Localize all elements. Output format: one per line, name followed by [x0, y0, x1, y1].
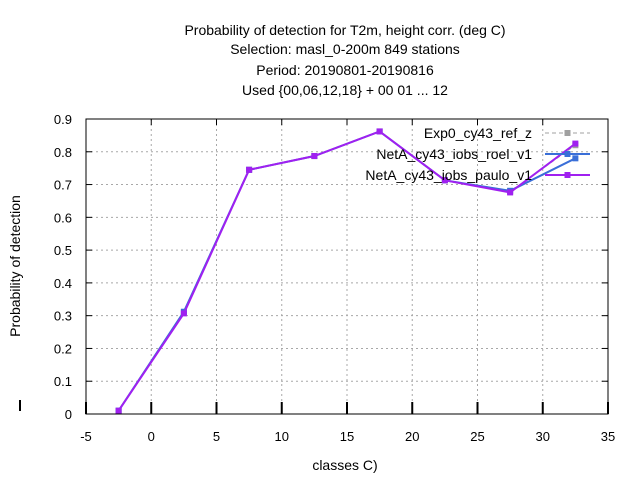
data-point [376, 128, 383, 135]
data-point [180, 310, 187, 317]
data-point [572, 155, 579, 162]
legend-label: Exp0_cy43_ref_z [424, 125, 532, 141]
chart-title: Probability of detection for T2m, height… [184, 22, 505, 98]
y-tick-label: 0.6 [54, 210, 72, 225]
title-line-1: Probability of detection for T2m, height… [184, 22, 505, 38]
x-tick-label: 30 [536, 429, 550, 444]
y-tick-label: 0.9 [54, 112, 72, 127]
data-point [572, 140, 579, 147]
y-axis-label: Probability of detection [7, 195, 23, 337]
series-layer [115, 128, 579, 414]
data-point [311, 153, 318, 160]
data-point [115, 407, 122, 414]
plot-frame [85, 118, 609, 415]
axis-ticks: -5 0 5 10 15 20 25 30 35 0 0.1 0.2 0.3 0.4 0.5 0.6 0.7 0.… [54, 112, 615, 444]
x-tick-label: 25 [470, 429, 484, 444]
y-tick-label: 0 [65, 407, 72, 422]
x-tick-label: 10 [275, 429, 289, 444]
title-line-3: Period: 20190801-20190816 [256, 62, 434, 78]
x-tick-label: 15 [340, 429, 354, 444]
data-point [507, 189, 514, 196]
data-point [441, 177, 448, 184]
legend-marker [564, 172, 571, 178]
x-tick-label: 20 [405, 429, 419, 444]
x-tick-label: 5 [213, 429, 220, 444]
x-tick-label: 35 [601, 429, 615, 444]
y-tick-label: 0.7 [54, 178, 72, 193]
grid [86, 119, 608, 414]
y-tick-label: 0.1 [54, 374, 72, 389]
y-tick-label: 0.2 [54, 341, 72, 356]
legend-marker [564, 130, 571, 136]
legend-label: NetA_cy43_iobs_paulo_v1 [365, 167, 532, 183]
title-line-2: Selection: masl_0-200m 849 stations [230, 41, 460, 57]
legend-marker [564, 151, 571, 157]
legend: Exp0_cy43_ref_z NetA_cy43_iobs_roel_v1 Net… [365, 125, 590, 183]
title-line-4: Used {00,06,12,18} + 00 01 ... 12 [242, 82, 448, 98]
x-tick-label: 0 [148, 429, 155, 444]
x-tick-label: -5 [80, 429, 92, 444]
x-axis-label: classes C) [312, 457, 377, 473]
y-tick-label: 0.4 [54, 276, 72, 291]
series-3 [115, 128, 579, 414]
data-point [246, 166, 253, 173]
series-line [117, 130, 576, 412]
y-tick-label: 0.3 [54, 309, 72, 324]
legend-label: NetA_cy43_iobs_roel_v1 [376, 146, 532, 162]
y-tick-label: 0.8 [54, 145, 72, 160]
y-tick-label: 0.5 [54, 243, 72, 258]
